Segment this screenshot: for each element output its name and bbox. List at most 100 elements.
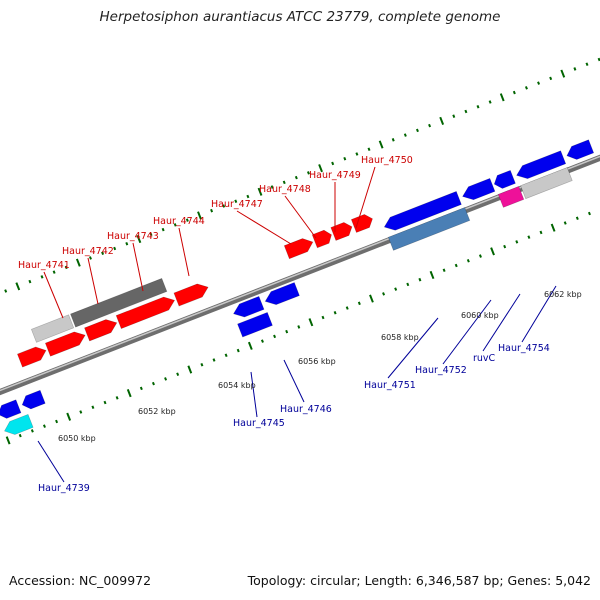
tick-upper bbox=[113, 246, 117, 251]
tick-upper bbox=[222, 204, 226, 208]
leader-line bbox=[37, 440, 65, 483]
tick-upper bbox=[246, 194, 250, 199]
tick-lower bbox=[429, 270, 435, 280]
tick-upper bbox=[597, 57, 600, 62]
tick-lower bbox=[260, 339, 264, 343]
tick-marks bbox=[4, 57, 600, 445]
tick-lower bbox=[442, 268, 446, 273]
gene-ruvc-a bbox=[493, 169, 516, 189]
leader-line bbox=[87, 257, 99, 305]
scale-label: 6052 kbp bbox=[138, 407, 176, 416]
tick-upper bbox=[294, 175, 298, 180]
tick-upper bbox=[464, 109, 468, 114]
tick-upper bbox=[234, 199, 238, 204]
gene-haur-4744b bbox=[173, 283, 209, 307]
tick-lower bbox=[236, 348, 240, 353]
tick-lower bbox=[212, 358, 216, 362]
tick-upper bbox=[452, 114, 456, 118]
tick-lower bbox=[30, 429, 34, 433]
scale-label: 6056 kbp bbox=[298, 357, 336, 366]
tick-lower bbox=[478, 254, 482, 258]
tick-lower bbox=[126, 389, 132, 398]
tick-lower bbox=[345, 306, 349, 310]
gene-label: Haur_4754 bbox=[498, 343, 550, 354]
gene-label: Haur_4746 bbox=[280, 404, 332, 415]
tick-upper bbox=[403, 133, 407, 137]
gene-haur-4751 bbox=[383, 191, 462, 231]
tick-upper bbox=[173, 223, 177, 227]
tick-lower bbox=[115, 396, 119, 400]
leader-line bbox=[250, 371, 258, 418]
tick-lower bbox=[91, 405, 95, 410]
tick-lower bbox=[550, 223, 556, 232]
scale-label: 6054 kbp bbox=[218, 381, 256, 390]
tick-lower bbox=[369, 294, 374, 303]
gene-label: Haur_4748 bbox=[259, 184, 311, 195]
tick-lower bbox=[103, 400, 107, 405]
tick-lower bbox=[503, 244, 507, 249]
gene-steel bbox=[387, 207, 471, 251]
gene-blue-left bbox=[0, 399, 22, 419]
scale-label: 6050 kbp bbox=[58, 434, 96, 443]
tick-upper bbox=[524, 86, 528, 90]
tick-lower bbox=[200, 362, 204, 367]
tick-upper bbox=[136, 234, 142, 244]
tick-lower bbox=[285, 329, 289, 334]
gene-haur-4741 bbox=[17, 346, 47, 368]
tick-upper bbox=[306, 171, 310, 175]
gene-haur-4742 bbox=[44, 331, 86, 357]
gene-label: Haur_4739 bbox=[38, 483, 90, 494]
leader-line bbox=[178, 227, 190, 277]
tick-lower bbox=[164, 377, 168, 381]
leader-line bbox=[43, 271, 64, 319]
tick-upper bbox=[331, 161, 335, 166]
tick-upper bbox=[318, 164, 323, 173]
tick-lower bbox=[418, 277, 422, 282]
tick-upper bbox=[28, 279, 32, 284]
tick-lower bbox=[176, 372, 180, 376]
accession-text: Accession: NC_009972 bbox=[9, 573, 152, 588]
tick-lower bbox=[539, 230, 543, 235]
tick-upper bbox=[4, 289, 8, 293]
gene-label: Haur_4741 bbox=[18, 260, 70, 271]
tick-upper bbox=[270, 185, 274, 189]
tick-lower bbox=[308, 318, 314, 327]
tick-lower bbox=[66, 412, 72, 421]
leader-line bbox=[284, 195, 317, 239]
tick-upper bbox=[15, 282, 21, 291]
label-leaders bbox=[37, 166, 557, 483]
gene-label: Haur_4750 bbox=[361, 155, 413, 166]
gene-label: Haur_4744 bbox=[153, 216, 205, 227]
gene-haur-4754 bbox=[516, 150, 567, 179]
tick-lower bbox=[55, 419, 59, 424]
scale-label: 6062 kbp bbox=[544, 290, 582, 299]
tick-lower bbox=[18, 433, 22, 438]
gene-blue-right bbox=[566, 139, 595, 160]
gene-blue-left-2 bbox=[21, 389, 46, 410]
tick-upper bbox=[75, 258, 81, 267]
gene-haur-4750 bbox=[350, 214, 373, 233]
tick-lower bbox=[527, 235, 531, 239]
leader-line bbox=[236, 210, 292, 245]
gene-haur-4745-a bbox=[233, 295, 265, 318]
tick-upper bbox=[197, 211, 202, 220]
gene-gray-2 bbox=[520, 167, 573, 200]
map-title: Herpetosiphon aurantiacus ATCC 23779, co… bbox=[99, 9, 501, 25]
tick-lower bbox=[575, 216, 579, 221]
tick-lower bbox=[187, 365, 193, 374]
gene-label: Haur_4749 bbox=[309, 170, 361, 181]
leader-line bbox=[442, 299, 492, 365]
tick-upper bbox=[488, 100, 492, 104]
tick-lower bbox=[79, 410, 83, 414]
tick-lower bbox=[515, 240, 519, 244]
tick-lower bbox=[382, 292, 386, 296]
gene-haur-4744 bbox=[115, 296, 176, 329]
gene-label: Haur_4747 bbox=[211, 199, 263, 210]
tick-upper bbox=[499, 93, 505, 102]
tick-lower bbox=[247, 341, 253, 350]
tick-lower bbox=[151, 381, 155, 386]
leader-line bbox=[132, 242, 144, 292]
tick-lower bbox=[42, 424, 46, 428]
tick-upper bbox=[52, 270, 56, 274]
